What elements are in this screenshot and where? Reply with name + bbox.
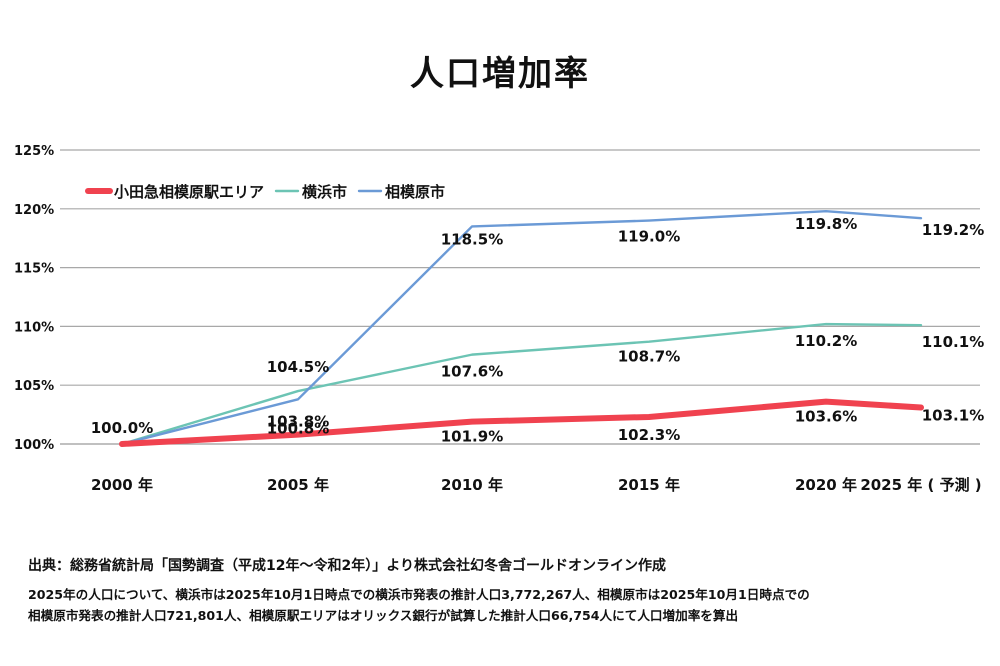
- data-label: 119.2%: [922, 221, 984, 239]
- data-label: 103.1%: [922, 407, 984, 425]
- x-tick-label: 2025 年 ( 予測 ): [860, 476, 981, 494]
- grid-lines: [60, 149, 980, 445]
- data-labels: 100.8% 101.9% 102.3% 103.6% 103.1% 100.0% 104.…: [91, 215, 984, 446]
- legend-label: 小田急相模原駅エリア: [114, 183, 264, 201]
- footnote-line-1: 2025年の人口について、横浜市は2025年10月1日時点での横浜市発表の推計人…: [28, 587, 810, 602]
- legend-label: 相模原市: [385, 183, 445, 201]
- data-label: 118.5%: [441, 230, 503, 248]
- data-label: 110.1%: [922, 333, 984, 351]
- series-line: [120, 322, 923, 446]
- y-tick-label: 120%: [14, 203, 54, 218]
- data-label: 100.8%: [267, 420, 329, 438]
- data-label: 103.8%: [267, 412, 329, 430]
- data-label: 107.6%: [441, 363, 503, 381]
- x-tick-label: 2020 年: [795, 476, 857, 494]
- data-label: 108.7%: [618, 348, 680, 366]
- data-label: 103.6%: [795, 408, 857, 426]
- data-label: 101.9%: [441, 428, 503, 446]
- data-label: 104.5%: [267, 358, 329, 376]
- series-line: [119, 398, 924, 447]
- x-tick-label: 2010 年: [441, 476, 503, 494]
- data-label: 100.0%: [91, 419, 153, 437]
- legend: 小田急相模原駅エリア 横浜市 相模原市: [85, 183, 445, 201]
- footnote-line-2: 相模原市発表の推計人口721,801人、相模原駅エリアはオリックス銀行が試算した…: [28, 608, 739, 623]
- legend-label: 横浜市: [302, 183, 347, 201]
- y-tick-label: 115%: [14, 262, 54, 277]
- x-tick-label: 2000 年: [91, 476, 153, 494]
- source-note: 出典：総務省統計局「国勢調査（平成12年〜令和2年）」より株式会社幻冬舎ゴールド…: [28, 558, 666, 574]
- data-label: 119.0%: [618, 228, 680, 246]
- data-label: 102.3%: [618, 426, 680, 444]
- y-tick-label: 105%: [14, 379, 54, 394]
- y-tick-label: 100%: [14, 438, 54, 453]
- y-tick-label: 110%: [14, 320, 54, 335]
- x-tick-label: 2005 年: [267, 476, 329, 494]
- series-line: [120, 209, 923, 446]
- chart-title: 人口増加率: [410, 54, 590, 94]
- footnote: 2025年の人口について、横浜市は2025年10月1日時点での横浜市発表の推計人…: [28, 584, 810, 626]
- data-label: 110.2%: [795, 332, 857, 350]
- x-axis-ticks: 2000 年 2005 年 2010 年 2015 年 2020 年 2025 年 ( 予…: [91, 476, 982, 494]
- series-lines: [119, 209, 924, 447]
- y-tick-label: 125%: [14, 144, 54, 159]
- data-label: 119.8%: [795, 215, 857, 233]
- x-tick-label: 2015 年: [618, 476, 680, 494]
- y-axis-ticks: 100% 105% 110% 115% 120% 125%: [14, 144, 54, 453]
